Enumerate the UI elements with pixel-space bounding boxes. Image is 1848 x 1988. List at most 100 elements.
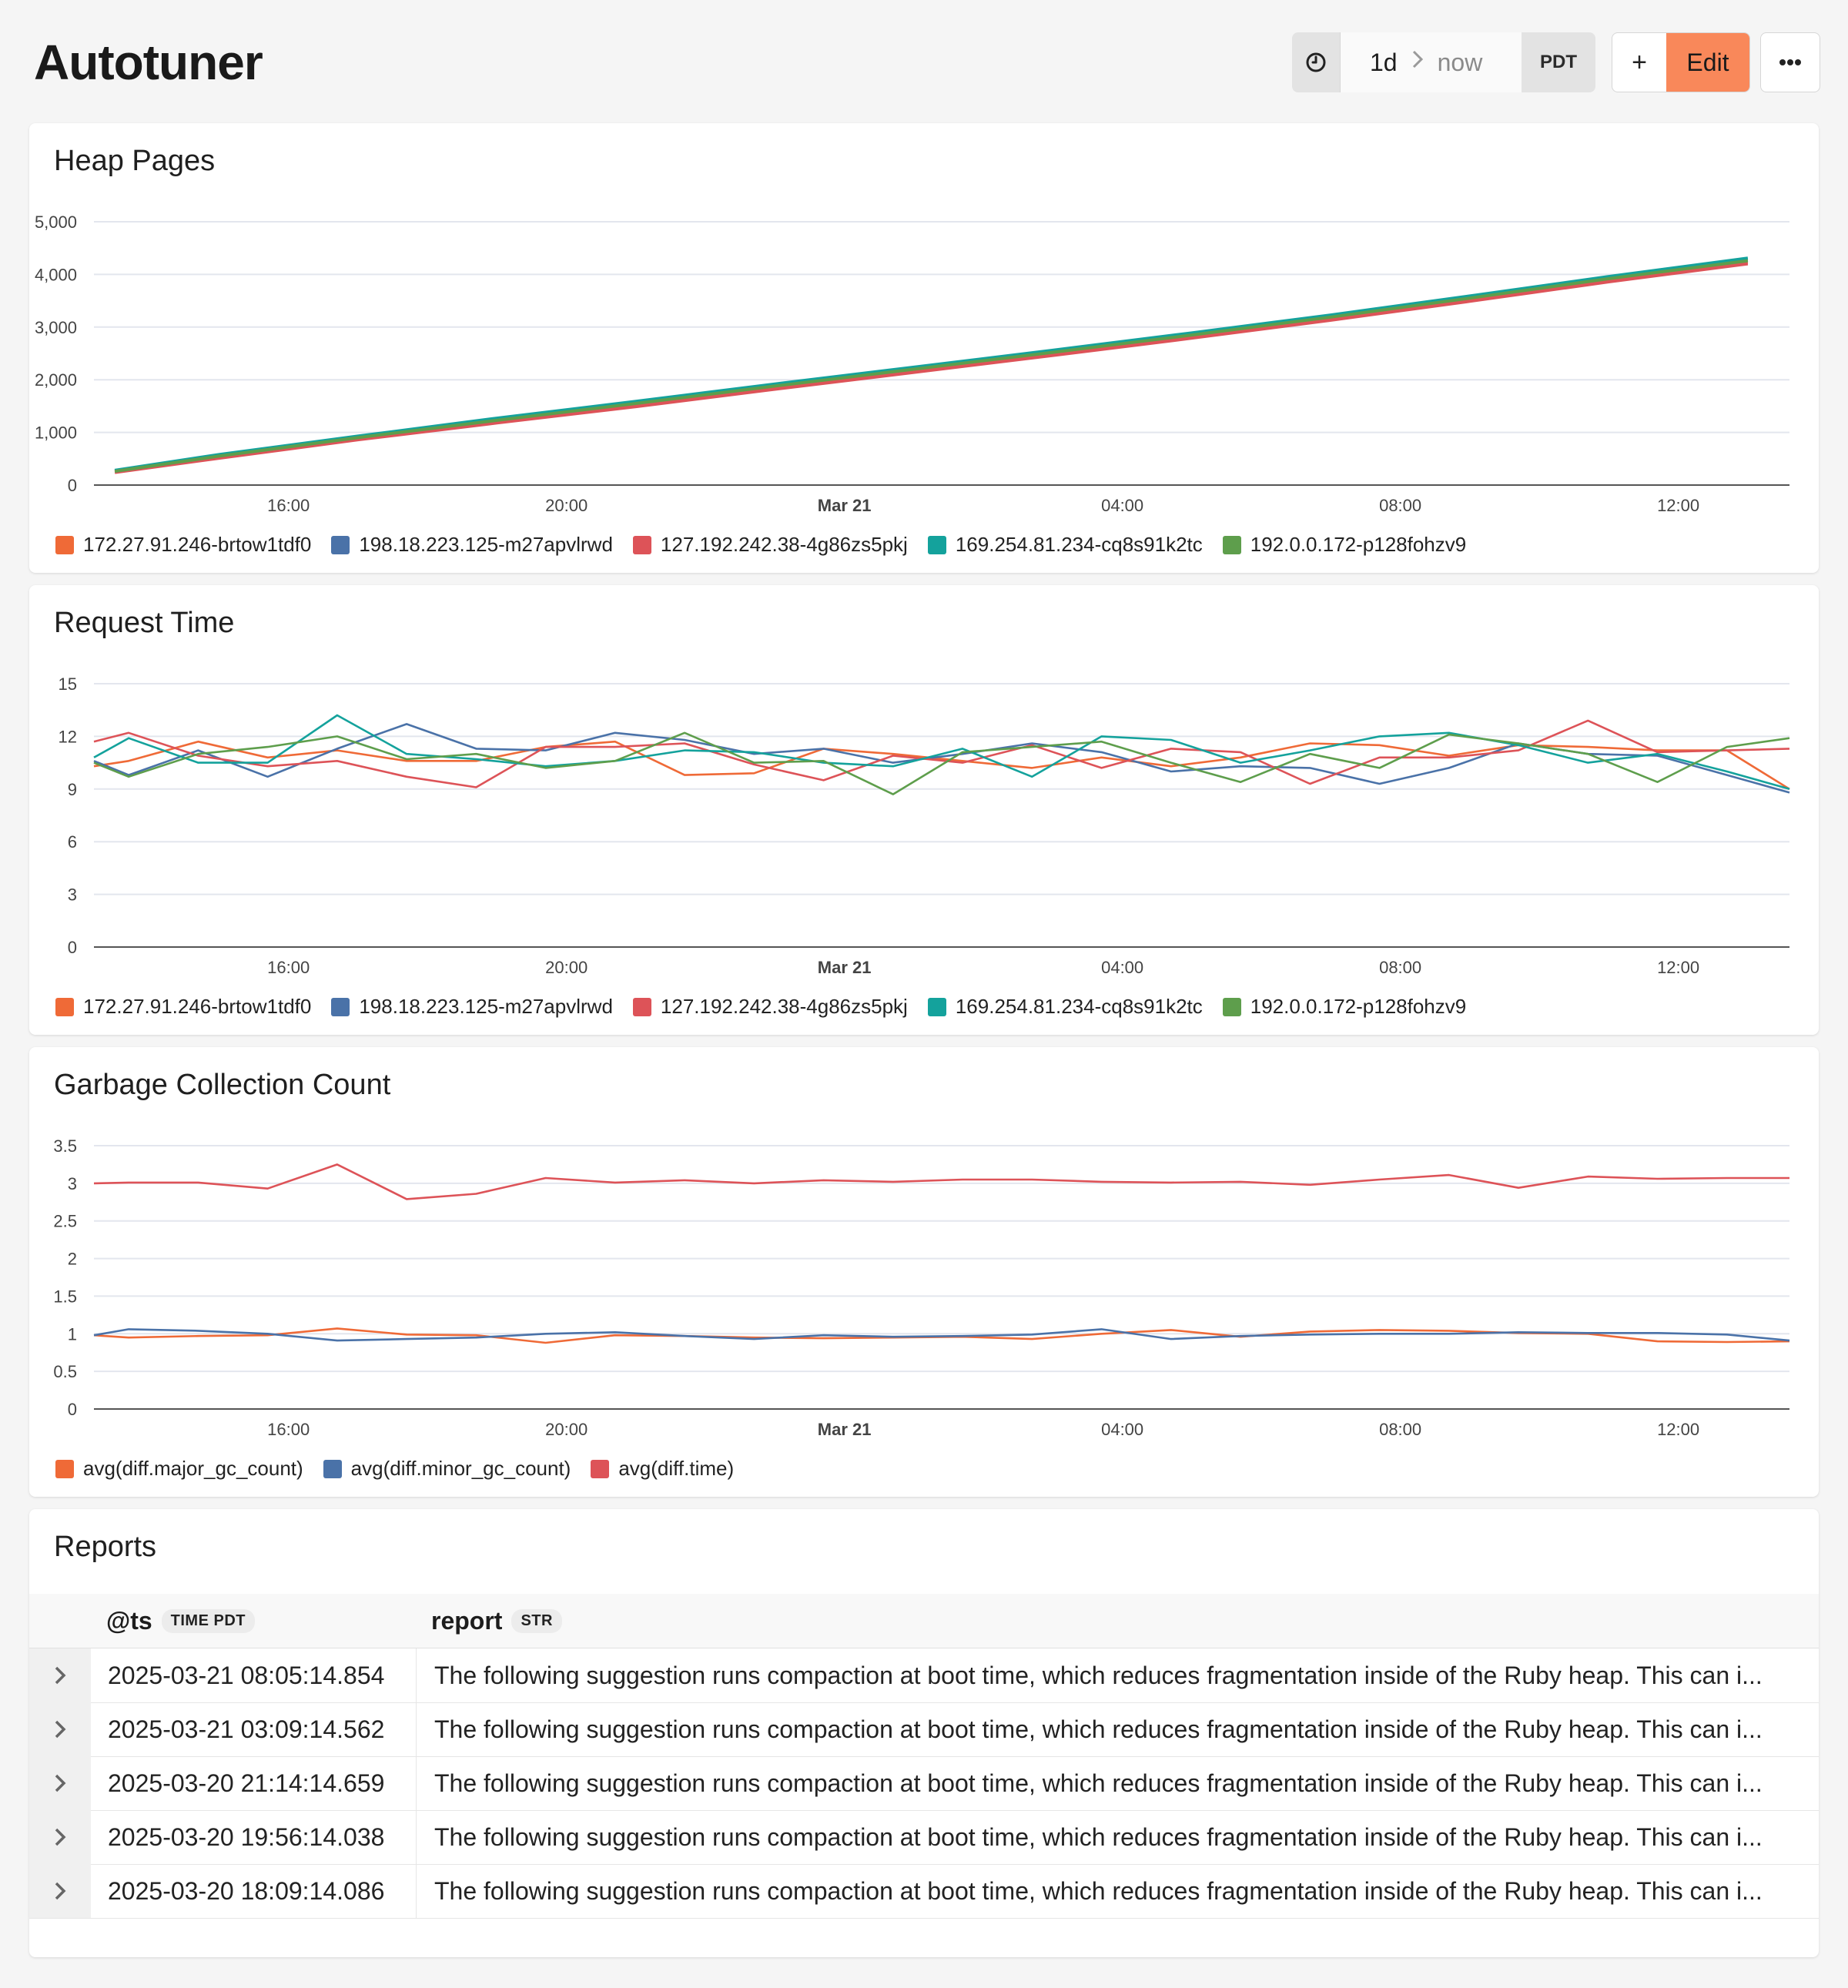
legend-label: 192.0.0.172-p128fohzv9: [1250, 533, 1467, 556]
chevron-right-icon[interactable]: [29, 1756, 91, 1810]
legend-item[interactable]: 172.27.91.246-brtow1tdf0: [55, 995, 311, 1019]
x-tick-label: 20:00: [545, 1420, 588, 1439]
request-time-chart[interactable]: 0 3 6 9 12 15 16:00 20:00 Mar 21 04:00 08:00 12:00: [29, 585, 1819, 1035]
time-range-picker[interactable]: 1d now PDT: [1292, 32, 1595, 92]
x-tick-label: Mar 21: [818, 1420, 872, 1439]
series-line[interactable]: [114, 262, 1749, 474]
series-line[interactable]: [93, 1163, 1789, 1200]
timezone-toggle[interactable]: PDT: [1522, 32, 1595, 92]
gc-count-panel: Garbage Collection Count 0 0.5 1 1.5 2 2.5 3 3.…: [29, 1047, 1819, 1497]
legend-item[interactable]: 169.254.81.234-cq8s91k2tc: [927, 533, 1203, 557]
legend-label: 172.27.91.246-brtow1tdf0: [83, 995, 312, 1018]
cell-ts: 2025-03-20 19:56:14.038: [108, 1823, 385, 1851]
table-row[interactable]: 2025-03-21 08:05:14.854 The following su…: [29, 1648, 1819, 1703]
legend-item[interactable]: avg(diff.minor_gc_count): [323, 1457, 571, 1481]
cell-ts: 2025-03-21 03:09:14.562: [108, 1715, 385, 1743]
reports-panel: Reports @ts TIME PDT report STR 2025-03-…: [29, 1509, 1819, 1957]
legend-label: 172.27.91.246-brtow1tdf0: [83, 533, 312, 556]
cell-ts: 2025-03-21 08:05:14.854: [108, 1662, 385, 1689]
table-row[interactable]: 2025-03-21 03:09:14.562 The following su…: [29, 1702, 1819, 1757]
column-divider: [416, 1756, 417, 1810]
chevron-right-icon[interactable]: [29, 1702, 91, 1756]
legend-swatch: [331, 535, 350, 554]
chart-legend: avg(diff.major_gc_count) avg(diff.minor_g…: [55, 1457, 734, 1481]
legend-item[interactable]: 127.192.242.38-4g86zs5pkj: [632, 533, 908, 557]
table-header: @ts TIME PDT report STR: [29, 1594, 1819, 1648]
series-line[interactable]: [114, 259, 1749, 474]
dashboard-header: Autotuner 1d now PDT + Edit: [0, 0, 1848, 123]
legend-swatch: [927, 535, 946, 554]
panel-title: Request Time: [54, 607, 235, 639]
table-row[interactable]: 2025-03-20 21:14:14.659 The following su…: [29, 1756, 1819, 1811]
chart-legend: 172.27.91.246-brtow1tdf0 198.18.223.125-m…: [55, 533, 1466, 557]
series-line[interactable]: [93, 719, 1790, 788]
legend-item[interactable]: 169.254.81.234-cq8s91k2tc: [927, 995, 1203, 1019]
gc-count-chart[interactable]: 0 0.5 1 1.5 2 2.5 3 3.5 16:00 20:00 Mar 21 04:00 08:…: [29, 1047, 1819, 1497]
legend-swatch: [591, 1459, 610, 1478]
legend-swatch: [632, 997, 651, 1016]
x-tick-label: 04:00: [1101, 1420, 1143, 1439]
chevron-right-icon[interactable]: [29, 1864, 91, 1918]
y-tick-label: 9: [68, 780, 77, 799]
y-tick-label: 2.5: [53, 1212, 77, 1231]
x-tick-label: 04:00: [1101, 958, 1143, 977]
time-range-from[interactable]: 1d: [1370, 48, 1398, 76]
legend-label: avg(diff.time): [618, 1457, 735, 1480]
table-row[interactable]: 2025-03-20 18:09:14.086 The following su…: [29, 1864, 1819, 1919]
series-line[interactable]: [93, 714, 1790, 791]
more-options-button[interactable]: [1760, 32, 1820, 92]
column-type-badge: TIME PDT: [161, 1608, 255, 1633]
legend-label: 127.192.242.38-4g86zs5pkj: [660, 995, 908, 1018]
x-tick-label: 08:00: [1379, 1420, 1421, 1439]
x-tick-label: 12:00: [1657, 1420, 1699, 1439]
column-divider: [416, 1810, 417, 1864]
legend-item[interactable]: avg(diff.major_gc_count): [55, 1457, 303, 1481]
x-tick-label: 12:00: [1657, 958, 1699, 977]
ellipsis-icon: [1779, 59, 1801, 65]
y-tick-label: 0: [68, 1400, 77, 1419]
y-tick-label: 12: [59, 727, 77, 746]
x-tick-label: Mar 21: [818, 496, 872, 515]
time-range-to[interactable]: now: [1437, 48, 1483, 76]
column-header-report[interactable]: report STR: [431, 1594, 562, 1648]
column-divider: [416, 1702, 417, 1756]
heap-pages-chart[interactable]: 0 1,000 2,000 3,000 4,000 5,000 16:00 20:00 Mar …: [29, 123, 1819, 573]
legend-item[interactable]: 198.18.223.125-m27apvlrwd: [331, 995, 613, 1019]
legend-item[interactable]: 127.192.242.38-4g86zs5pkj: [632, 995, 908, 1019]
panel-title: Garbage Collection Count: [54, 1069, 391, 1101]
column-name: report: [431, 1606, 503, 1635]
table-row[interactable]: 2025-03-20 19:56:14.038 The following su…: [29, 1810, 1819, 1865]
cell-ts: 2025-03-20 21:14:14.659: [108, 1769, 385, 1797]
x-tick-label: 16:00: [267, 958, 310, 977]
x-tick-label: 20:00: [545, 958, 588, 977]
legend-label: 169.254.81.234-cq8s91k2tc: [955, 995, 1203, 1018]
page-title: Autotuner: [34, 35, 263, 90]
y-tick-label: 0: [68, 476, 77, 495]
chevron-right-icon[interactable]: [29, 1810, 91, 1864]
y-tick-label: 15: [59, 674, 77, 694]
add-panel-button[interactable]: +: [1632, 47, 1647, 77]
column-divider: [416, 1864, 417, 1918]
series-line[interactable]: [93, 1328, 1790, 1342]
edit-button[interactable]: Edit: [1666, 33, 1749, 92]
chevron-right-icon[interactable]: [29, 1648, 91, 1702]
clock-icon[interactable]: [1292, 32, 1341, 92]
legend-item[interactable]: 192.0.0.172-p128fohzv9: [1222, 533, 1467, 557]
time-range-display[interactable]: 1d now: [1341, 32, 1522, 92]
column-header-ts[interactable]: @ts TIME PDT: [106, 1594, 255, 1648]
column-name: @ts: [106, 1606, 152, 1635]
legend-swatch: [55, 535, 74, 554]
legend-item[interactable]: avg(diff.time): [591, 1457, 734, 1481]
y-tick-label: 0: [68, 938, 77, 957]
series-line[interactable]: [93, 731, 1790, 795]
y-tick-label: 3: [68, 1174, 77, 1193]
legend-item[interactable]: 172.27.91.246-brtow1tdf0: [55, 533, 311, 557]
legend-label: 169.254.81.234-cq8s91k2tc: [955, 533, 1203, 556]
cell-report: The following suggestion runs compaction…: [434, 1877, 1763, 1905]
legend-item[interactable]: 192.0.0.172-p128fohzv9: [1222, 995, 1466, 1019]
legend-label: 127.192.242.38-4g86zs5pkj: [660, 533, 908, 556]
x-tick-label: Mar 21: [818, 958, 872, 977]
request-time-panel: Request Time 0 3 6 9 12 15 16:00 20:00 Mar 21 04:…: [29, 585, 1819, 1035]
legend-item[interactable]: 198.18.223.125-m27apvlrwd: [331, 533, 613, 557]
heap-pages-panel: Heap Pages 0 1,000 2,000 3,000 4,000 5,000 16:…: [29, 123, 1819, 573]
